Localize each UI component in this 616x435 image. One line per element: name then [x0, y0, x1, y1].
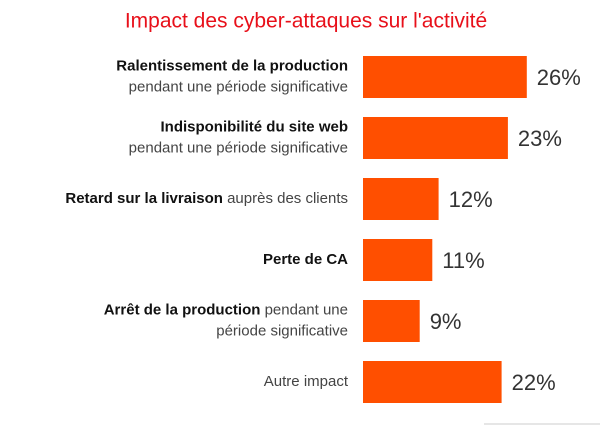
category-label-part: Arrêt de la production	[104, 301, 261, 318]
category-label-part: pendant une période significative	[129, 139, 348, 156]
category-label-part: pendant une période significative	[129, 78, 348, 95]
value-label: 22%	[512, 370, 556, 395]
value-label: 12%	[449, 187, 493, 212]
bar	[363, 117, 508, 159]
category-label: Autre impact	[264, 373, 349, 390]
bar	[363, 300, 420, 342]
category-label-part: Indisponibilité du site web	[160, 118, 348, 135]
category-label: Indisponibilité du site web	[160, 118, 348, 135]
category-label-part: Ralentissement de la production	[116, 57, 348, 74]
chart-title: Impact des cyber-attaques sur l'activité	[125, 10, 487, 33]
category-label-part: Retard sur la livraison	[65, 190, 223, 207]
category-label-part: pendant une	[260, 301, 348, 318]
category-label: Ralentissement de la production	[116, 57, 348, 74]
category-label: Retard sur la livraison auprès des clien…	[65, 190, 348, 207]
value-label: 9%	[430, 309, 462, 334]
category-label: pendant une période significative	[129, 139, 348, 156]
category-label: Arrêt de la production pendant une	[104, 301, 348, 318]
category-label: Perte de CA	[263, 251, 348, 268]
bar	[363, 239, 433, 281]
value-label: 26%	[537, 65, 581, 90]
category-label-part: Autre impact	[264, 373, 349, 390]
category-label-part: période significative	[216, 322, 348, 339]
category-label: période significative	[216, 322, 348, 339]
bar	[363, 178, 439, 220]
category-label-part: Perte de CA	[263, 251, 348, 268]
category-label-part: auprès des clients	[223, 190, 348, 207]
bar	[363, 361, 502, 403]
value-label: 23%	[518, 126, 562, 151]
bar	[363, 56, 527, 98]
value-label: 11%	[442, 248, 484, 273]
category-label: pendant une période significative	[129, 78, 348, 95]
